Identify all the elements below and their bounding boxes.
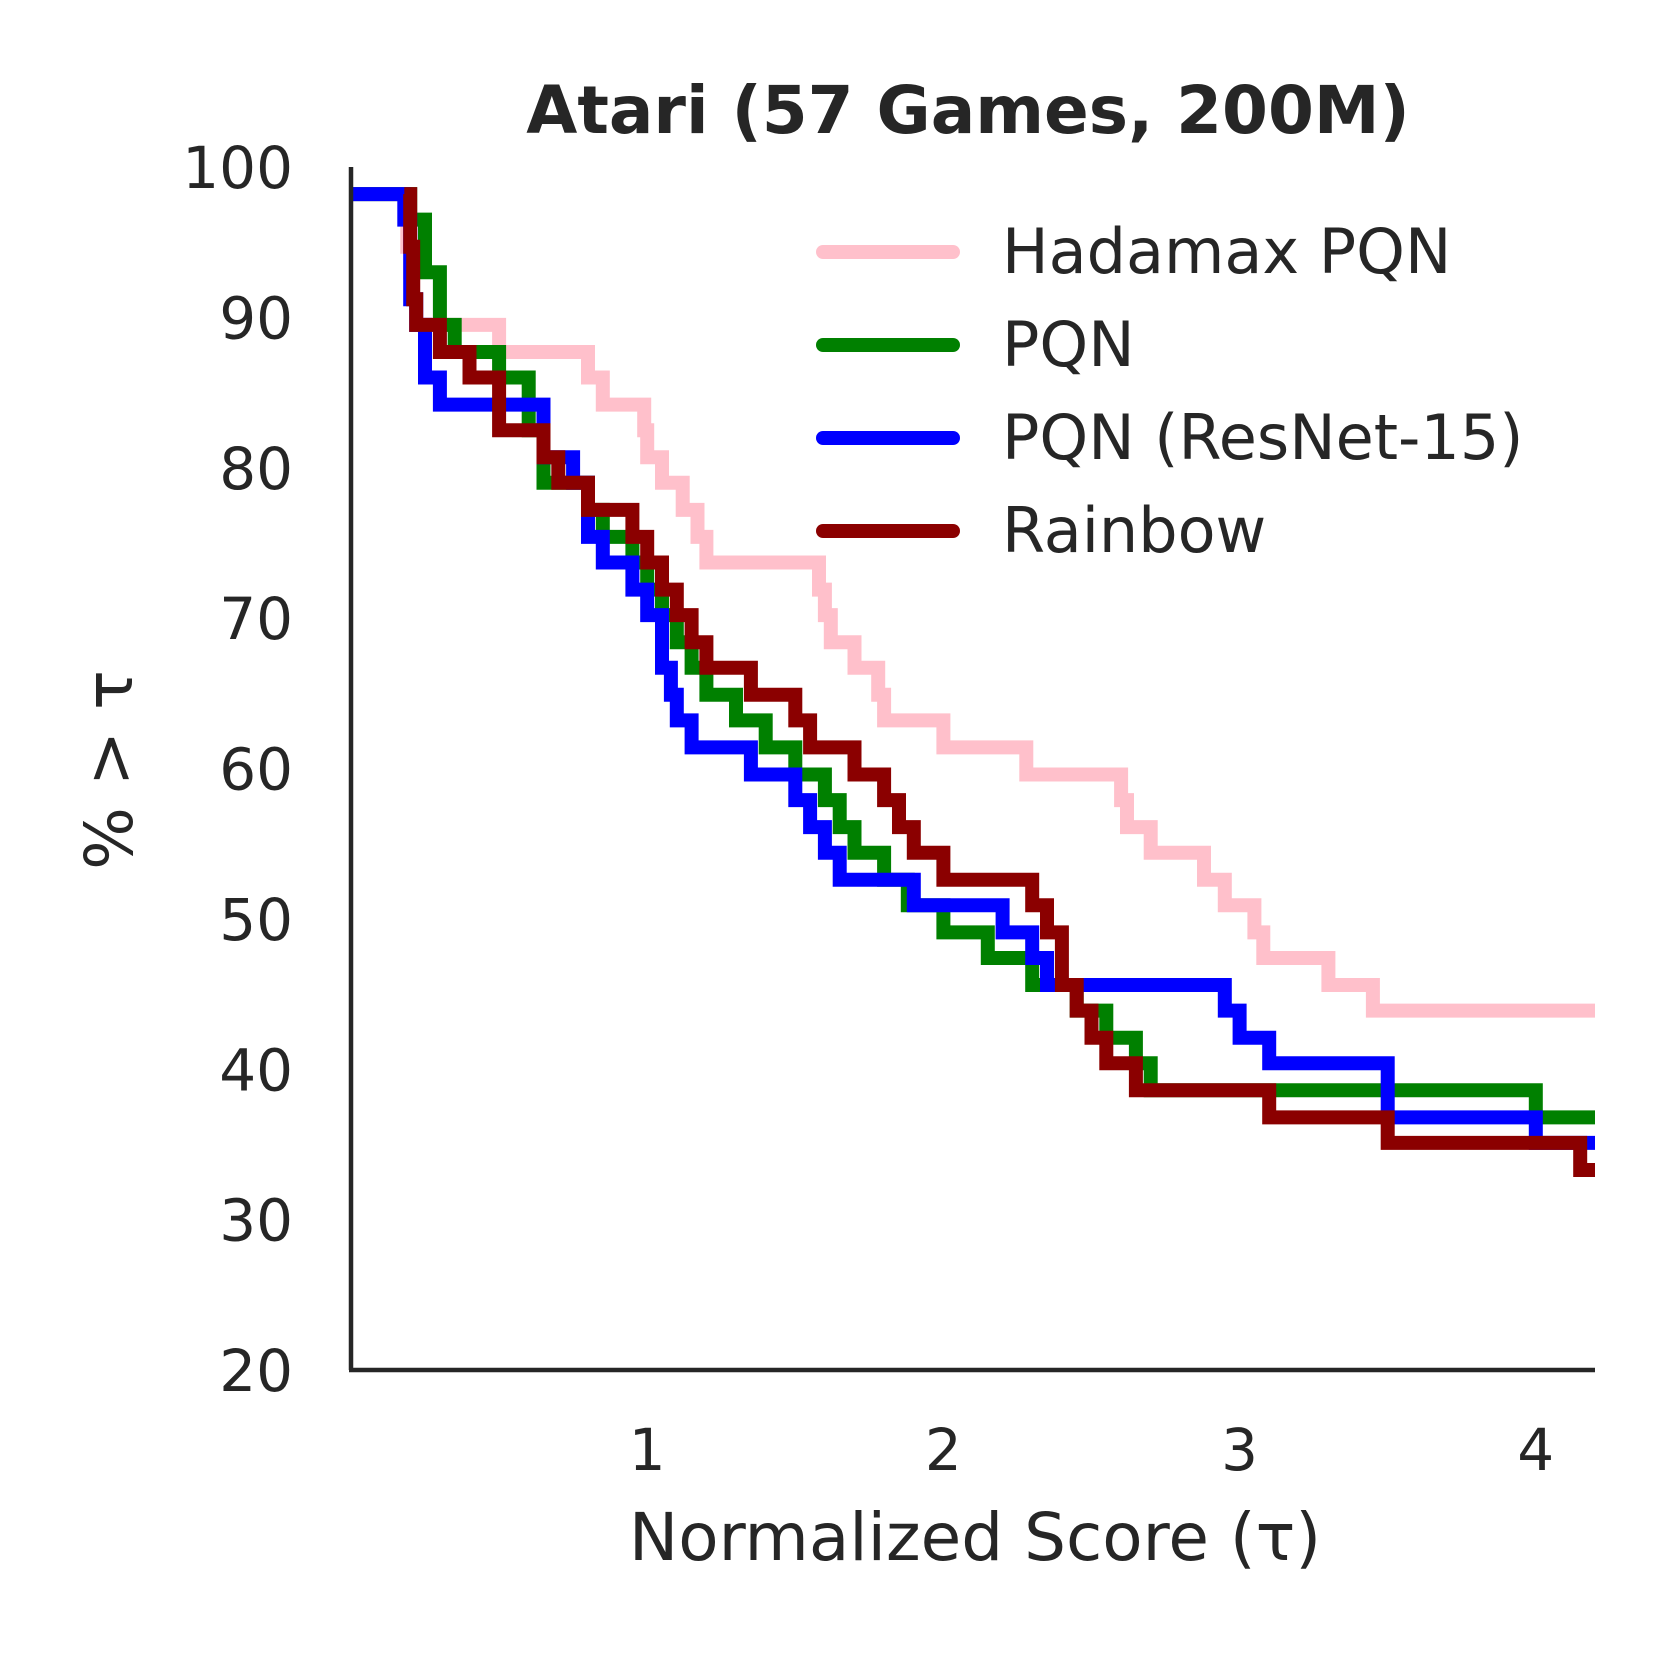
series-line-rainbow: [403, 187, 1595, 1177]
y-tick-label-80: 80: [219, 435, 293, 503]
chart-title: Atari (57 Games, 200M): [526, 72, 1410, 149]
x-tick-label-2: 2: [925, 1416, 962, 1484]
y-tick-label-60: 60: [219, 736, 293, 804]
legend-label-pqn-resnet-15: PQN (ResNet-15): [1002, 401, 1524, 474]
y-tick-label-70: 70: [219, 585, 293, 653]
y-axis-label: % > τ: [71, 670, 148, 870]
y-tick-label-30: 30: [219, 1187, 293, 1255]
series-group: [351, 187, 1595, 1177]
y-tick-label-100: 100: [182, 134, 293, 202]
y-tick-label-90: 90: [219, 284, 293, 352]
y-tick-label-20: 20: [219, 1337, 293, 1405]
series-line-pqn: [351, 187, 1595, 1125]
series-line-hadamax-pqn: [351, 187, 1595, 1018]
x-axis-label: Normalized Score (τ): [629, 1499, 1321, 1576]
x-tick-label-1: 1: [629, 1416, 666, 1484]
legend: Hadamax PQN PQN PQN (ResNet-15) Rainbow: [816, 215, 1524, 567]
legend-label-hadamax-pqn: Hadamax PQN: [1002, 215, 1451, 288]
y-tick-labels: 20 30 40 50 60 70 80 90 100: [182, 134, 293, 1405]
x-tick-label-3: 3: [1221, 1416, 1258, 1484]
series-line-pqn-resnet-15: [351, 187, 1595, 1150]
x-tick-label-4: 4: [1517, 1416, 1554, 1484]
legend-label-pqn: PQN: [1002, 308, 1135, 381]
y-tick-label-40: 40: [219, 1036, 293, 1104]
legend-label-rainbow: Rainbow: [1002, 494, 1266, 567]
x-tick-labels: 1 2 3 4: [629, 1416, 1554, 1484]
y-tick-label-50: 50: [219, 886, 293, 954]
